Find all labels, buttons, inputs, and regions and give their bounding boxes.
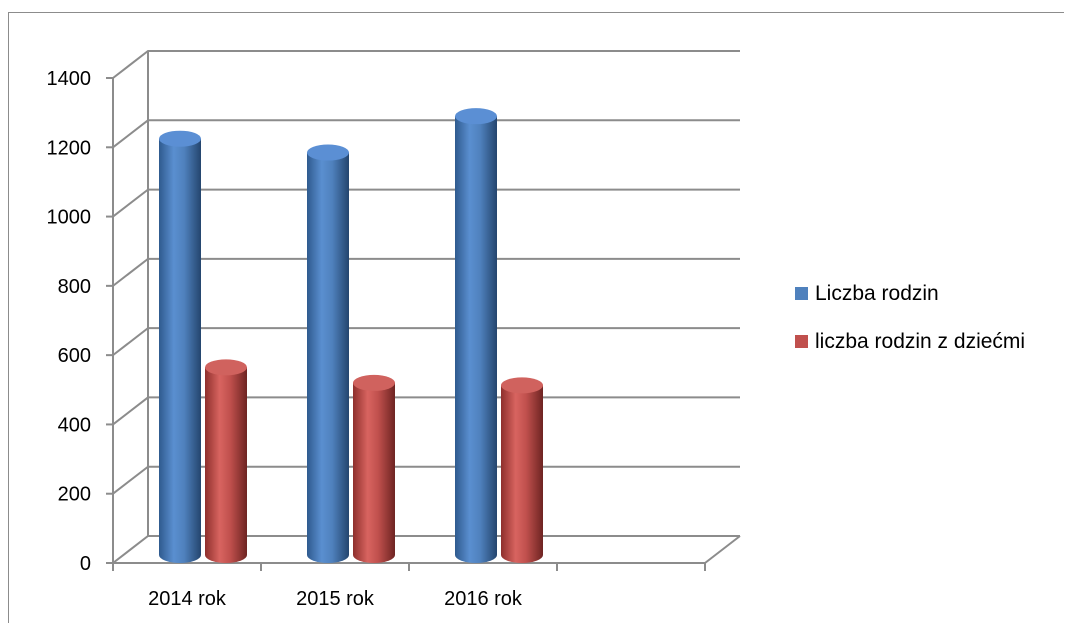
bar-liczba-rodzin-2 [455,108,497,564]
bar-body [159,138,201,563]
bar-top [307,144,349,161]
y-tick-label: 400 [58,414,91,436]
gridline [112,257,740,287]
y-tick-label: 0 [80,553,91,575]
legend-label: liczba rodzin z dziećmi [815,330,1025,353]
bar-top [159,130,201,147]
y-tick-label: 1400 [47,68,92,90]
gridline [112,188,740,218]
bar-liczba-rodzin-z-dziećmi-1 [353,374,395,563]
chart-frame [8,12,1064,623]
bar-body [353,382,395,563]
bar-top [205,359,247,376]
bar-body [205,367,247,563]
y-tick-label: 200 [58,484,91,506]
bar-liczba-rodzin-0 [159,130,201,563]
bar-liczba-rodzin-z-dziećmi-2 [501,377,543,563]
bar-body [455,116,497,564]
bar-top [455,108,497,125]
gridline [112,119,740,149]
bar-body [307,152,349,563]
bars [159,108,543,564]
y-tick-label: 1200 [47,137,92,159]
tick-labels: 0 200 400 600 800 1000 1200 1400 2014 rok 2015 ro… [47,68,523,610]
gridline [112,327,740,356]
y-tick-label: 600 [58,345,91,367]
legend-swatch [795,335,808,348]
y-tick-label: 800 [58,276,91,298]
x-tick-label: 2016 rok [444,588,523,610]
x-tick-label: 2014 rok [148,588,227,610]
y-tick-label: 1000 [47,207,92,229]
gridline [112,50,740,79]
bar-liczba-rodzin-z-dziećmi-0 [205,359,247,563]
x-tick-label: 2015 rok [296,588,375,610]
bar-top [353,374,395,391]
bar-top [501,377,543,394]
legend-swatch [795,287,808,300]
legend: Liczba rodzin liczba rodzin z dziećmi [795,282,1025,353]
legend-label: Liczba rodzin [815,282,939,305]
bar-liczba-rodzin-1 [307,144,349,563]
axes [106,77,706,571]
bar-body [501,385,543,563]
floor-edge [704,535,741,564]
